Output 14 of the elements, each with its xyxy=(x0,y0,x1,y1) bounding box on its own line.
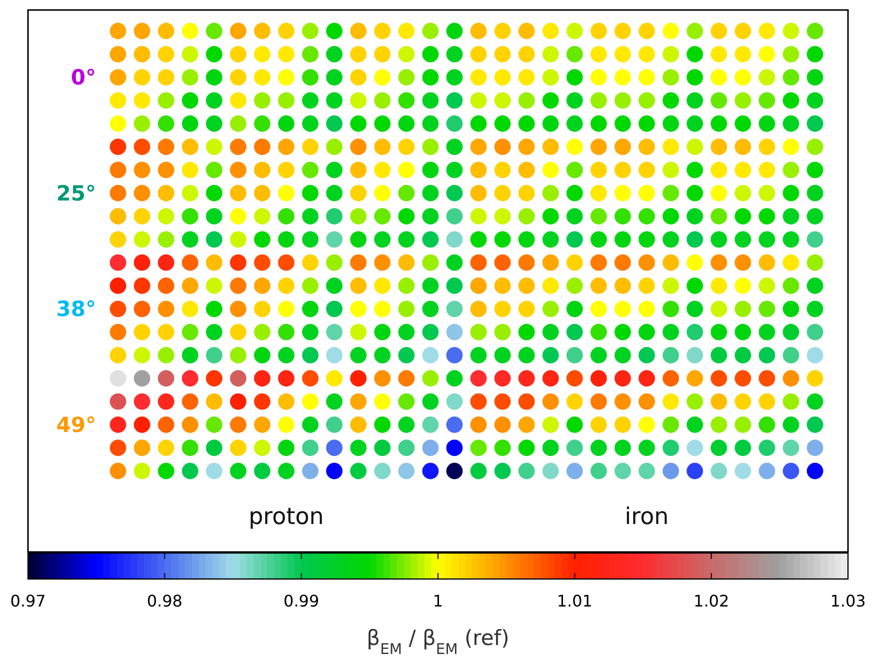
color-bar-label: 0.98 xyxy=(146,591,182,610)
color-bar-label: 1.01 xyxy=(556,591,592,610)
y-tick-label: 38° xyxy=(56,297,96,322)
color-bar-label: 0.99 xyxy=(284,591,320,610)
color-bar-label: 1 xyxy=(432,591,444,610)
y-tick-label: 25° xyxy=(56,181,96,206)
color-bar-title: β$_{EM}$ / β$_{EM}$ (ref) xyxy=(366,626,510,658)
y-tick-label: 0° xyxy=(70,66,96,90)
color-bar-label: 0.97 xyxy=(10,591,46,610)
text: proton xyxy=(248,504,324,530)
color-bar-label: 1.03 xyxy=(830,591,866,610)
y-tick-label: 49° xyxy=(56,413,96,438)
color-bar-label: 1.02 xyxy=(694,591,730,610)
text: iron xyxy=(624,504,669,530)
